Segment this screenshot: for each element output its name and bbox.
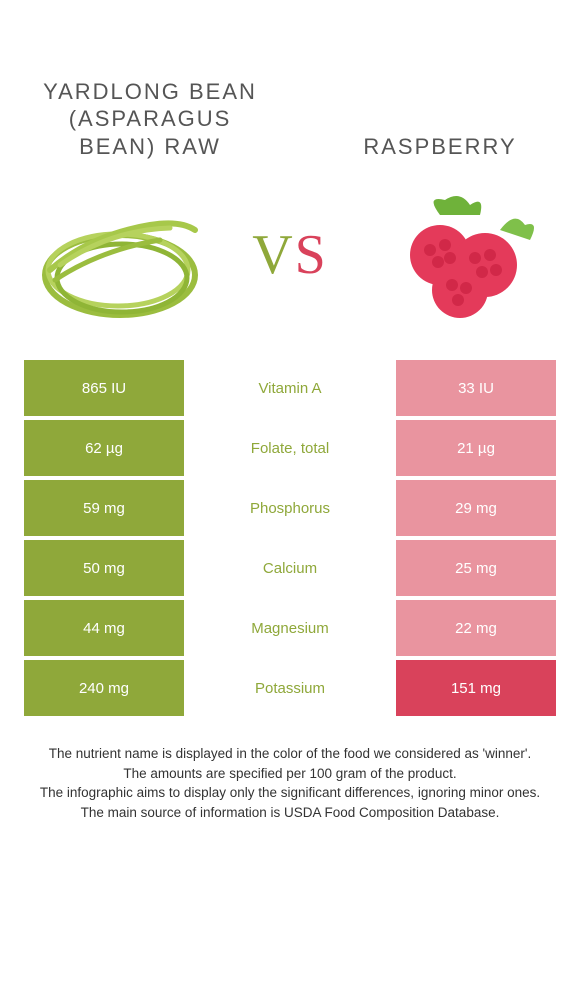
right-value: 151 mg xyxy=(396,660,556,716)
left-value: 50 mg xyxy=(24,540,184,596)
header-row: YARDLONG BEAN (ASPARAGUS BEAN) RAW RASPB… xyxy=(0,0,580,160)
footer-line: The main source of information is USDA F… xyxy=(20,803,560,823)
footer-line: The nutrient name is displayed in the co… xyxy=(20,744,560,764)
vs-label: VS xyxy=(252,223,328,287)
nutrient-name: Phosphorus xyxy=(184,480,396,536)
left-value: 240 mg xyxy=(24,660,184,716)
footer-notes: The nutrient name is displayed in the co… xyxy=(0,716,580,822)
left-food-title: YARDLONG BEAN (ASPARAGUS BEAN) RAW xyxy=(40,78,260,161)
right-value: 33 IU xyxy=(396,360,556,416)
left-value: 59 mg xyxy=(24,480,184,536)
nutrient-name: Vitamin A xyxy=(184,360,396,416)
yardlong-beans-illustration xyxy=(30,180,210,330)
right-food-title: RASPBERRY xyxy=(340,133,540,161)
left-value: 44 mg xyxy=(24,600,184,656)
left-value: 865 IU xyxy=(24,360,184,416)
table-row: 240 mg Potassium 151 mg xyxy=(24,660,556,716)
nutrient-name: Potassium xyxy=(184,660,396,716)
left-value: 62 µg xyxy=(24,420,184,476)
images-row: VS xyxy=(0,160,580,360)
vs-s: S xyxy=(295,224,328,286)
nutrient-name: Folate, total xyxy=(184,420,396,476)
right-value: 25 mg xyxy=(396,540,556,596)
table-row: 44 mg Magnesium 22 mg xyxy=(24,600,556,656)
raspberry-illustration xyxy=(370,180,550,330)
nutrient-name: Calcium xyxy=(184,540,396,596)
nutrient-table: 865 IU Vitamin A 33 IU 62 µg Folate, tot… xyxy=(24,360,556,716)
right-value: 22 mg xyxy=(396,600,556,656)
table-row: 865 IU Vitamin A 33 IU xyxy=(24,360,556,416)
footer-line: The amounts are specified per 100 gram o… xyxy=(20,764,560,784)
nutrient-name: Magnesium xyxy=(184,600,396,656)
right-value: 29 mg xyxy=(396,480,556,536)
right-value: 21 µg xyxy=(396,420,556,476)
vs-v: V xyxy=(252,224,294,286)
table-row: 59 mg Phosphorus 29 mg xyxy=(24,480,556,536)
footer-line: The infographic aims to display only the… xyxy=(20,783,560,803)
table-row: 50 mg Calcium 25 mg xyxy=(24,540,556,596)
table-row: 62 µg Folate, total 21 µg xyxy=(24,420,556,476)
